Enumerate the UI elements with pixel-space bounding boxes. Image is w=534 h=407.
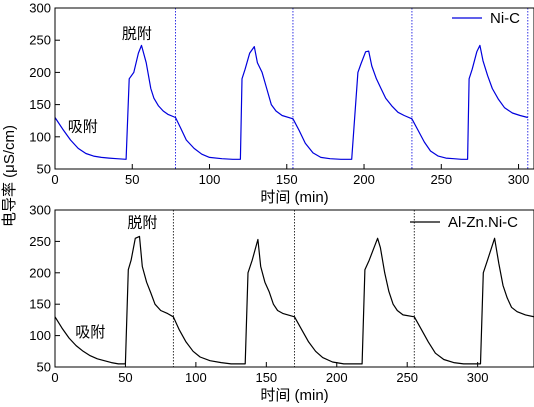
x-tick-label: 50 (125, 172, 139, 187)
y-tick-label: 300 (29, 203, 51, 218)
x-tick-label: 300 (508, 172, 530, 187)
y-tick-label: 200 (29, 265, 51, 280)
annotation-label: 脱附 (122, 25, 152, 42)
x-tick-label: 150 (276, 172, 298, 187)
y-tick-label: 50 (37, 360, 51, 375)
y-tick-label: 200 (29, 65, 51, 80)
annotation-label: 吸附 (68, 119, 98, 136)
x-tick-label: 100 (199, 172, 221, 187)
legend-label: Al-Zn.Ni-C (448, 214, 518, 231)
x-tick-label: 200 (353, 172, 375, 187)
y-tick-label: 150 (29, 297, 51, 312)
y-tick-label: 300 (29, 1, 51, 16)
legend-label: Ni-C (490, 10, 520, 27)
annotation-label: 脱附 (127, 215, 157, 232)
x-tick-label: 300 (467, 370, 489, 385)
x-tick-label: 100 (185, 370, 207, 385)
x-tick-label: 250 (430, 172, 452, 187)
series-line (54, 44, 528, 160)
annotation-label: 吸附 (75, 324, 105, 341)
plot-frame (54, 209, 534, 368)
plot-frame (54, 7, 534, 170)
x-axis-label: 时间 (min) (260, 189, 328, 206)
x-tick-label: 200 (326, 370, 348, 385)
x-tick-label: 0 (51, 370, 58, 385)
y-tick-label: 100 (29, 129, 51, 144)
y-tick-label: 100 (29, 328, 51, 343)
y-tick-label: 250 (29, 33, 51, 48)
x-axis-label: 时间 (min) (260, 387, 328, 404)
y-tick-label: 150 (29, 97, 51, 112)
x-tick-label: 150 (255, 370, 277, 385)
x-tick-label: 0 (51, 172, 58, 187)
series-line (54, 235, 534, 365)
y-axis-label-shared: 电导率 (μS/cm) (1, 125, 18, 227)
y-tick-label: 250 (29, 234, 51, 249)
y-tick-label: 50 (37, 162, 51, 177)
x-tick-label: 50 (118, 370, 132, 385)
x-tick-label: 250 (396, 370, 418, 385)
